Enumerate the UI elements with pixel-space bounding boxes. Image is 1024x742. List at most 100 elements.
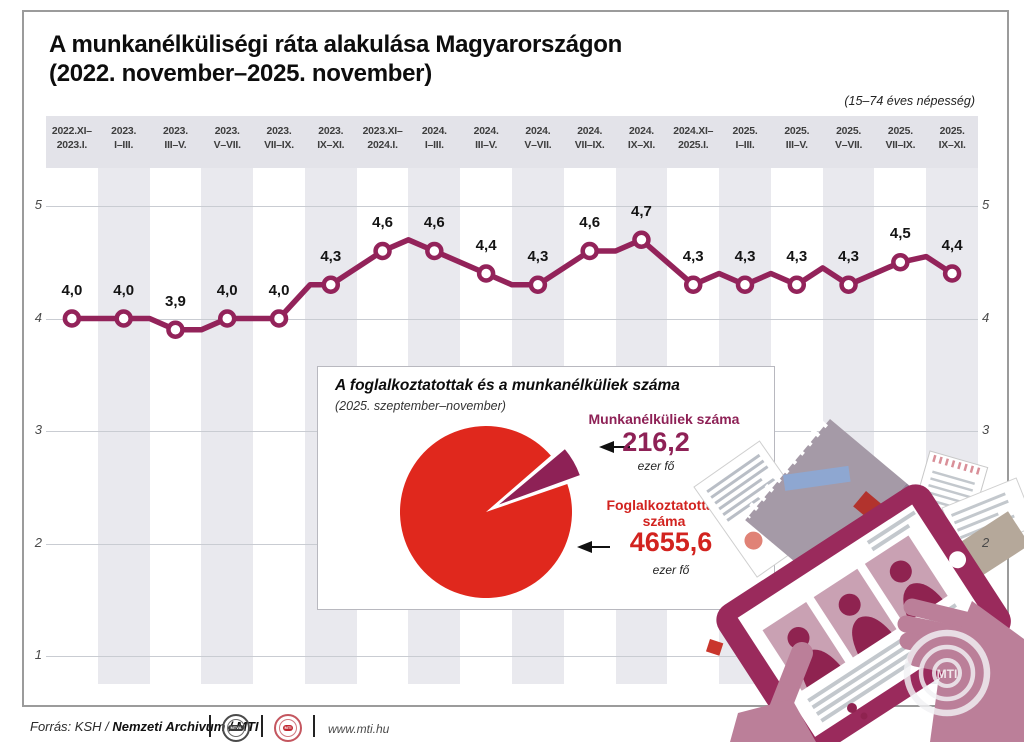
mti-logo-text: MTI (282, 725, 294, 731)
gridline (46, 318, 978, 320)
data-point-label: 4,3 (786, 247, 808, 265)
separator (313, 715, 315, 737)
x-axis-label: 2023. III–V. (162, 126, 188, 151)
y-tick-right: 3 (982, 422, 990, 437)
x-axis-label: 2023. VII–IX. (264, 126, 294, 151)
x-axis-label: 2023. IX–XI. (317, 126, 345, 151)
y-tick-left: 1 (34, 647, 42, 662)
data-point-marker (787, 275, 807, 294)
data-point-marker (942, 264, 962, 283)
red-chip (705, 639, 724, 656)
unemployed-unit: ezer fő (637, 459, 675, 473)
hands (730, 598, 1024, 742)
data-point-marker (373, 241, 392, 261)
right-arm (930, 601, 1024, 742)
mtva-logo-text: MTVA (228, 725, 244, 731)
y-tick-right: 5 (982, 197, 990, 212)
unemployment-rate-line (62, 230, 962, 339)
x-axis-label: 2022.XI– 2023.I. (51, 126, 92, 151)
source-bold: Nemzeti Archivum / MTI (112, 719, 259, 734)
data-point-marker (580, 241, 599, 261)
y-tick-left: 5 (34, 197, 42, 212)
data-point-marker (683, 275, 703, 294)
separator (261, 715, 263, 737)
pie-chart (399, 426, 630, 599)
arrow-employed (577, 541, 610, 553)
y-tick-right: 4 (982, 309, 990, 325)
data-point-marker (891, 253, 910, 272)
column-stripe (97, 168, 150, 684)
x-axis-label: 2024. I–III. (421, 126, 447, 151)
x-axis-label: 2024.XI– 2025.I. (673, 126, 714, 151)
employed-unit: ezer fő (652, 563, 690, 577)
data-point-marker (528, 275, 548, 294)
data-point-label: 4,5 (889, 225, 911, 243)
unemployed-label: Munkanélküliek száma (588, 411, 740, 427)
data-point-label: 4,3 (682, 247, 704, 265)
website-url: www.mti.hu (328, 722, 390, 736)
unemployed-value: 216,2 (622, 427, 690, 457)
data-point-marker (476, 264, 496, 283)
x-axis-label: 2025. III–V. (784, 126, 810, 151)
data-point-marker (425, 241, 444, 261)
population-note: (15–74 éves népesség) (844, 94, 975, 108)
pie-title: A foglalkoztatottak és a munkanélküliek … (335, 377, 680, 394)
x-axis-label: 2025. IX–XI. (938, 126, 966, 151)
data-point-marker (839, 275, 858, 294)
x-axis-label: 2024. III–V. (473, 126, 499, 151)
gridline (46, 656, 978, 657)
source-prefix: Forrás: KSH / (30, 719, 113, 734)
data-point-label: 4,7 (631, 202, 652, 220)
data-point-marker (735, 275, 755, 294)
employed-value: 4655,6 (629, 527, 713, 557)
pie-slice-employed (399, 426, 572, 599)
data-point-label: 3,9 (165, 292, 186, 310)
column-stripe (201, 168, 254, 684)
page-title: A munkanélküliségi ráta alakulása Magyar… (49, 31, 622, 88)
x-axis-label: 2023.XI– 2024.I. (362, 126, 403, 151)
data-point-marker (269, 309, 289, 328)
data-point-label: 4,3 (320, 247, 342, 265)
x-axis-band: 2022.XI– 2023.I. 2023. I–III. 2023. III–V.… (46, 116, 978, 168)
x-axis-label: 2023. V–VII. (213, 126, 241, 151)
arrow-unemployed (599, 441, 630, 453)
mtva-logo: MTVA (222, 714, 250, 742)
data-point-label: 4,4 (941, 236, 963, 254)
x-axis-label: 2025. I–III. (732, 126, 758, 151)
gridline (46, 206, 978, 207)
x-axis-label: 2024. IX–XI. (627, 126, 656, 151)
mti-watermark: MTI (903, 629, 991, 717)
data-point-marker (114, 309, 133, 328)
x-axis-label: 2024. V–VII. (524, 126, 552, 151)
data-point-label: 4,3 (734, 247, 756, 265)
separator (209, 715, 211, 737)
pie-inset-panel: A foglalkoztatottak és a munkanélküliek … (317, 366, 775, 610)
x-axis-label: 2025. V–VII. (835, 126, 863, 151)
data-point-label: 4,0 (216, 281, 238, 299)
data-point-label: 4,3 (838, 247, 859, 265)
tablet-camera (949, 551, 967, 569)
x-axis-label: 2023. I–III. (111, 126, 137, 151)
pie-subtitle: (2025. szeptember–november) (335, 399, 506, 413)
x-axis-label: 2024. VII–IX. (574, 126, 605, 151)
data-point-marker (166, 320, 185, 339)
y-tick-left: 4 (34, 309, 42, 325)
data-point-label: 4,6 (579, 214, 601, 231)
y-tick-left: 3 (34, 422, 42, 437)
pie-slice-unemployed (499, 449, 580, 505)
chart-frame: A munkanélküliségi ráta alakulása Magyar… (22, 10, 1009, 707)
data-point-label: 4,3 (527, 247, 549, 265)
y-tick-left: 2 (34, 534, 42, 550)
data-point-marker (632, 230, 651, 249)
left-wrist (730, 699, 816, 742)
data-point-marker (217, 309, 237, 328)
employed-label: Foglalkoztatottak száma (606, 497, 722, 530)
watermark-text: MTI (937, 667, 958, 681)
business-cards (941, 477, 1024, 557)
data-point-marker (321, 275, 341, 294)
data-point-label: 4,6 (372, 214, 393, 231)
data-point-label: 4,0 (61, 281, 83, 299)
data-point-label: 4,0 (113, 281, 135, 299)
mti-logo: MTI (274, 714, 302, 742)
